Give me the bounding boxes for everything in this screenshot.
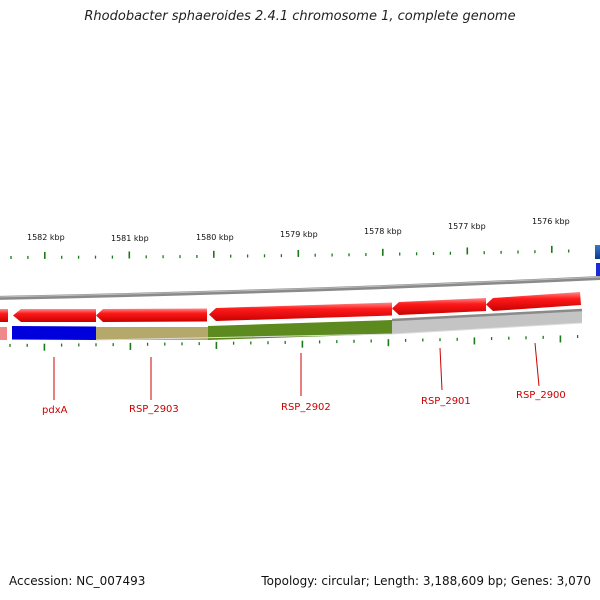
genome-backbone: [0, 276, 600, 300]
scale-labels: 1582 kbp 1581 kbp 1580 kbp 1579 kbp 1578…: [27, 217, 570, 243]
cog-segment-RSP_2903: [96, 327, 208, 340]
scale-label: 1579 kbp: [280, 230, 318, 239]
scale-label: 1581 kbp: [111, 234, 149, 243]
gene-label-RSP_2901: RSP_2901: [421, 396, 471, 407]
gene-labels: pdxA RSP_2903 RSP_2902 RSP_2901 RSP_2900: [42, 390, 566, 416]
gene-arrow-RSP_2901: [392, 298, 486, 315]
gene-label-RSP_2902: RSP_2902: [281, 402, 331, 413]
map-title: Rhodobacter sphaeroides 2.4.1 chromosome…: [84, 9, 516, 24]
cog-segment: [0, 327, 7, 340]
scale-label: 1578 kbp: [364, 227, 402, 236]
gene-arrow-RSP_2902: [209, 302, 392, 321]
label-leaders: [53, 342, 540, 400]
scale-ticks-top: [10, 245, 570, 259]
gene-arrow-pdxA: [13, 309, 96, 322]
scale-label: 1580 kbp: [196, 233, 234, 242]
gene-label-RSP_2903: RSP_2903: [129, 404, 179, 415]
gene-arrow: [0, 309, 8, 322]
feature-edge-blue: [595, 245, 600, 259]
gene-arrow-RSP_2900: [486, 292, 581, 311]
gene-arrow-RSP_2903: [96, 308, 207, 322]
scale-label: 1577 kbp: [448, 222, 486, 231]
scale-label: 1582 kbp: [27, 233, 65, 242]
gene-label-pdxA: pdxA: [42, 405, 68, 416]
scale-ticks-bottom: [9, 335, 579, 351]
cog-track: [0, 308, 583, 341]
genome-summary-text: Topology: circular; Length: 3,188,609 bp…: [261, 574, 591, 588]
cog-segment-RSP_2901-2900: [392, 310, 582, 334]
gene-label-RSP_2900: RSP_2900: [516, 390, 566, 401]
accession-text: Accession: NC_007493: [9, 574, 146, 588]
gene-track: [0, 292, 581, 322]
scale-label: 1576 kbp: [532, 217, 570, 226]
cog-segment-pdxA: [12, 326, 96, 340]
